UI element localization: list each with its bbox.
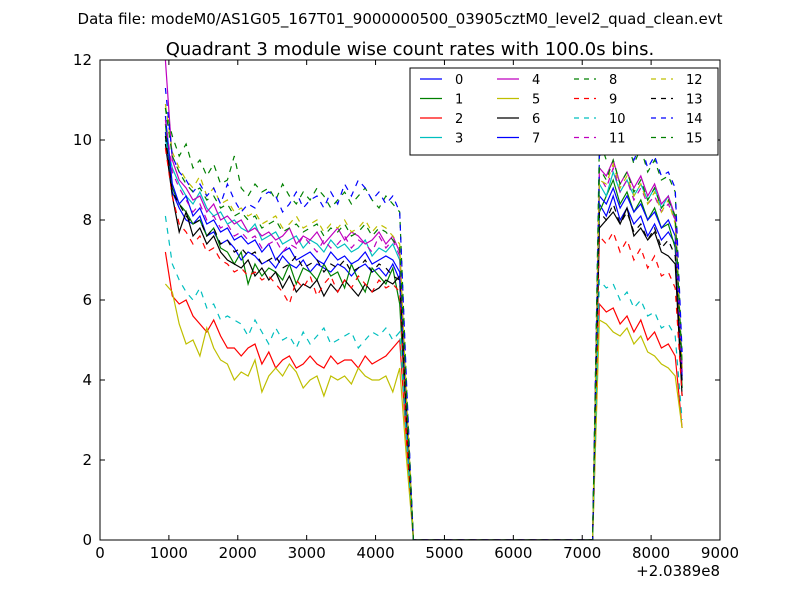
series-layer — [164, 60, 683, 540]
legend-label-10: 10 — [609, 112, 626, 127]
legend-frame — [409, 67, 719, 156]
series-line-6 — [164, 143, 683, 540]
legend-label-4: 4 — [532, 73, 540, 88]
legend-label-11: 11 — [609, 132, 626, 147]
legend-label-9: 9 — [609, 93, 617, 108]
y-tick-label: 2 — [82, 451, 92, 469]
series-line-1 — [164, 123, 683, 540]
series-line-7 — [164, 115, 683, 540]
series-line-10 — [164, 215, 683, 540]
legend-label-13: 13 — [686, 93, 703, 108]
x-tick-label: 4000 — [356, 544, 394, 562]
y-tick-label: 6 — [82, 291, 92, 309]
series-line-2 — [164, 251, 683, 540]
x-tick-label: 7000 — [563, 544, 601, 562]
legend-label-3: 3 — [455, 132, 463, 147]
chart-title: Quadrant 3 module wise count rates with … — [166, 39, 655, 60]
legend-label-5: 5 — [532, 93, 540, 108]
y-tick-label: 12 — [73, 51, 92, 69]
legend-label-7: 7 — [532, 132, 540, 147]
series-line-12 — [164, 103, 683, 540]
legend-label-15: 15 — [686, 132, 703, 147]
legend-label-14: 14 — [686, 112, 703, 127]
y-tick-label: 4 — [82, 371, 92, 389]
x-tick-label: 5000 — [425, 544, 463, 562]
legend-label-1: 1 — [455, 93, 463, 108]
legend-label-2: 2 — [455, 112, 463, 127]
legend-label-6: 6 — [532, 112, 540, 127]
ticks-layer: 0 1000 2000 3000 4000 5000 6000 7000 8000 9000 0 2 4… — [73, 51, 739, 562]
data-file-label: Data file: modeM0/AS1G05_167T01_90000005… — [78, 10, 723, 29]
legend-label-0: 0 — [455, 73, 463, 88]
series-line-13 — [164, 135, 683, 540]
series-line-8 — [164, 107, 683, 540]
x-tick-label: 8000 — [632, 544, 670, 562]
x-tick-label: 0 — [95, 544, 105, 562]
y-tick-label: 0 — [82, 531, 92, 549]
x-tick-label: 3000 — [288, 544, 326, 562]
x-tick-label: 6000 — [494, 544, 532, 562]
series-line-9 — [164, 147, 683, 540]
y-tick-label: 8 — [82, 211, 92, 229]
y-tick-label: 10 — [73, 131, 92, 149]
x-offset-label: +2.0389e8 — [636, 562, 720, 580]
x-tick-label: 9000 — [701, 544, 739, 562]
series-line-15 — [164, 107, 683, 540]
series-line-5 — [164, 283, 683, 540]
x-tick-label: 2000 — [219, 544, 257, 562]
legend-label-12: 12 — [686, 73, 703, 88]
legend-label-8: 8 — [609, 73, 617, 88]
x-tick-label: 1000 — [150, 544, 188, 562]
